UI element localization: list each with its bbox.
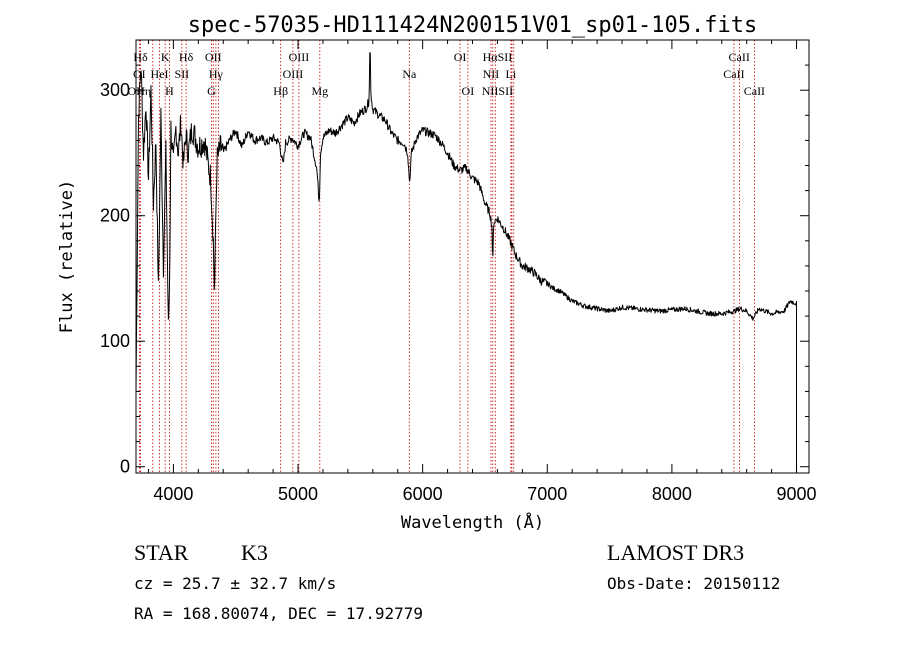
- y-tick-label: 100: [100, 331, 130, 351]
- spectral-line-label: Hδ: [179, 50, 194, 64]
- y-axis-label: Flux (relative): [57, 180, 77, 334]
- y-tick-label: 200: [100, 206, 130, 226]
- y-tick-label: 300: [100, 80, 130, 100]
- spectral-line-labels: Hδ K Hδ OII OIII OI HαSII CaII OI HeI SII Hγ OIII Na N…: [128, 50, 766, 98]
- survey-name: LAMOST DR3: [607, 540, 744, 565]
- spectrum-line: [135, 52, 797, 467]
- spectral-line-label: OI: [133, 67, 146, 81]
- obs-date: Obs-Date: 20150112: [607, 574, 780, 593]
- x-axis-label: Wavelength (Å): [401, 511, 544, 533]
- axis-ticks: 4000 5000 6000 7000 8000 9000 0 100 200 300: [100, 40, 817, 504]
- spectral-line-label: Li: [506, 67, 517, 81]
- spectral-line-label: NIISII: [482, 84, 513, 98]
- x-tick-label: 9000: [777, 484, 817, 504]
- spectrum-series: [135, 52, 797, 467]
- spectral-line-label: K: [161, 50, 170, 64]
- spectral-line-label: NII: [483, 67, 500, 81]
- x-tick-label: 7000: [527, 484, 567, 504]
- object-class: STAR: [134, 540, 189, 565]
- spectral-line-label: G: [207, 84, 216, 98]
- spectral-line-markers: [138, 40, 755, 473]
- x-tick-label: 4000: [153, 484, 193, 504]
- spectral-line-label: Na: [402, 67, 417, 81]
- spectral-line-label: Hβ: [273, 84, 288, 98]
- spectral-line-label: CaII: [729, 50, 750, 64]
- x-tick-label: 6000: [403, 484, 443, 504]
- x-tick-label: 8000: [652, 484, 692, 504]
- spectral-line-label: Mg: [311, 84, 328, 98]
- spectral-line-label: SII: [175, 67, 190, 81]
- spectral-line-label: OI: [454, 50, 467, 64]
- chart-title: spec-57035-HD111424N200151V01_sp01-105.f…: [188, 13, 758, 38]
- object-subclass: K3: [241, 540, 268, 565]
- spectral-line-label: OHη: [128, 84, 152, 98]
- redshift-readout: cz = 25.7 ± 32.7 km/s: [134, 574, 336, 593]
- spectral-line-label: Hγ: [209, 67, 224, 81]
- spectral-line-label: CaII: [723, 67, 744, 81]
- spectral-line-label: OII: [205, 50, 222, 64]
- x-tick-label: 5000: [278, 484, 318, 504]
- spectral-line-label: OIII: [283, 67, 304, 81]
- spectral-line-label: CaII: [744, 84, 765, 98]
- y-tick-label: 0: [120, 457, 130, 477]
- spectral-line-label: OI: [462, 84, 475, 98]
- spectral-line-label: HαSII: [483, 50, 513, 64]
- spectral-line-label: OIII: [289, 50, 310, 64]
- spectral-line-label: Hδ: [133, 50, 148, 64]
- coordinates: RA = 168.80074, DEC = 17.92779: [134, 604, 423, 623]
- plot-frame: [135, 39, 810, 474]
- spectral-line-label: H: [165, 84, 174, 98]
- spectral-line-label: HeI: [151, 67, 169, 81]
